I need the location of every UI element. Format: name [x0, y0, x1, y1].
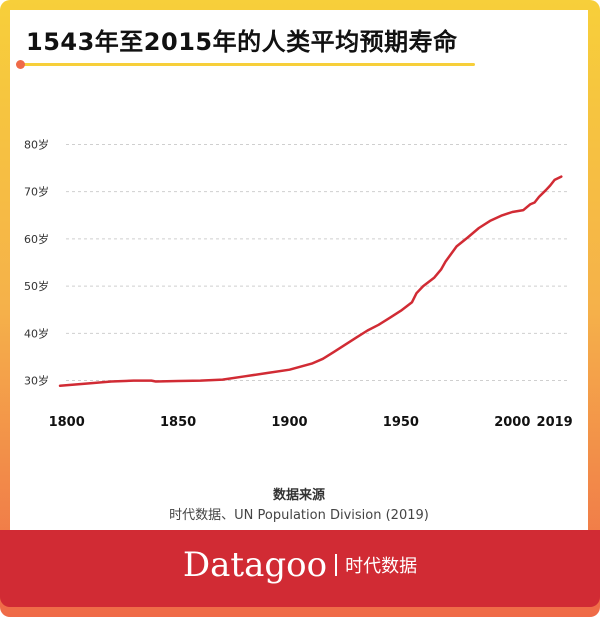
brand-name: Datagoo — [182, 545, 328, 585]
x-tick-label: 1900 — [271, 415, 307, 430]
title-bullet-dot — [16, 60, 25, 69]
series-line — [58, 175, 563, 388]
x-tick-label: 2019 — [537, 415, 573, 430]
y-tick-label: 60岁 — [24, 232, 49, 246]
chart-card — [10, 10, 588, 530]
life-expectancy-line-chart: 30岁 40岁 50岁 60岁 70岁 80岁 1800 1850 1900 1950 2000 2… — [24, 137, 573, 430]
source-heading: 数据来源 — [272, 488, 325, 503]
y-tick-label: 70岁 — [24, 185, 49, 199]
y-tick-label: 80岁 — [24, 137, 49, 151]
x-tick-label: 2000 — [494, 415, 530, 430]
source-text: 时代数据、UN Population Division (2019) — [169, 508, 429, 523]
x-tick-label: 1950 — [383, 415, 419, 430]
x-tick-label: 1800 — [49, 415, 85, 430]
y-tick-label: 40岁 — [24, 326, 49, 340]
x-tick-label: 1850 — [160, 415, 196, 430]
x-tick-labels: 1800 1850 1900 1950 2000 2019 — [49, 415, 573, 430]
series-lines — [58, 175, 563, 388]
y-tick-label: 50岁 — [24, 279, 49, 293]
brand-logo: Datagoo 时代数据 — [0, 545, 600, 585]
chart-title: 1543年至2015年的人类平均预期寿命 — [26, 28, 458, 56]
y-tick-labels: 30岁 40岁 50岁 60岁 70岁 80岁 — [24, 137, 49, 387]
title-underline — [18, 63, 475, 66]
y-gridlines — [66, 143, 568, 382]
footer-bar — [0, 530, 600, 607]
brand-divider — [335, 554, 338, 576]
brand-subtitle: 时代数据 — [345, 556, 418, 577]
y-tick-label: 30岁 — [24, 374, 49, 388]
